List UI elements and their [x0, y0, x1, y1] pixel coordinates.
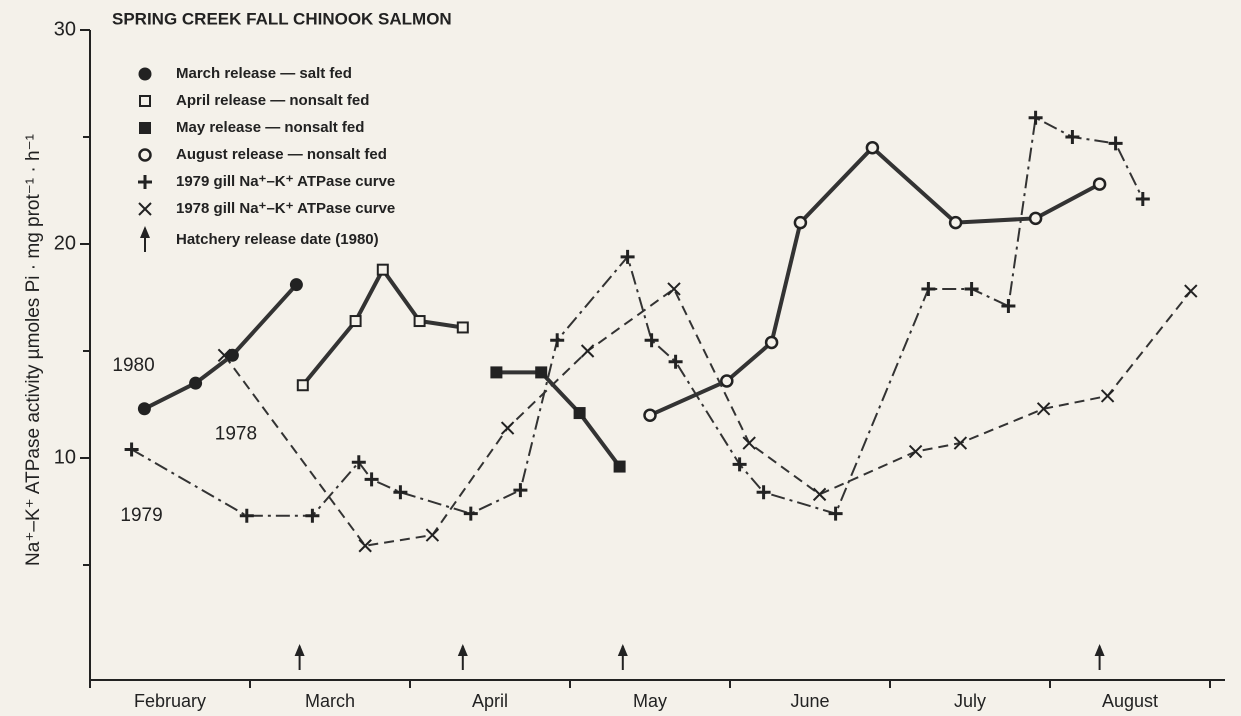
y-tick-label: 30	[54, 18, 76, 40]
series-line	[649, 144, 1101, 418]
series-line	[143, 283, 298, 411]
data-point	[413, 315, 426, 328]
data-point	[921, 281, 936, 296]
data-point	[513, 483, 528, 498]
data-point	[1028, 110, 1043, 125]
data-point	[668, 354, 683, 369]
data-point	[137, 402, 151, 416]
data-point	[908, 444, 923, 459]
data-point	[351, 455, 366, 470]
legend-marker	[138, 148, 152, 162]
data-point	[732, 457, 747, 472]
data-point	[490, 366, 503, 379]
data-point	[1001, 299, 1016, 314]
curve-label: 1979	[120, 505, 162, 526]
data-point	[964, 281, 979, 296]
y-axis-label: Na⁺–K⁺ ATPase activity µmoles Pi · mg pr…	[23, 134, 44, 566]
data-point	[1135, 192, 1150, 207]
data-point	[720, 374, 734, 388]
data-point	[1184, 284, 1198, 298]
data-point	[225, 348, 239, 362]
legend-marker	[138, 67, 152, 81]
data-point	[425, 528, 440, 542]
data-point	[1108, 136, 1123, 151]
x-tick-label: August	[1102, 691, 1158, 711]
data-point	[1036, 402, 1051, 416]
data-point	[376, 263, 389, 276]
data-point	[756, 485, 771, 500]
x-tick-label: February	[134, 691, 206, 711]
legend-marker	[138, 202, 152, 216]
x-tick-label: July	[954, 691, 986, 711]
data-point	[953, 436, 968, 450]
data-point	[667, 282, 681, 296]
data-point	[573, 407, 586, 420]
data-point	[463, 506, 478, 521]
data-point	[364, 472, 379, 487]
data-point	[550, 333, 565, 348]
legend-marker	[139, 95, 151, 107]
data-point	[456, 321, 469, 334]
data-point	[358, 539, 372, 553]
data-point	[613, 460, 626, 473]
data-point	[393, 485, 408, 500]
legend-marker	[138, 175, 152, 189]
x-tick-label: April	[472, 691, 508, 711]
legend-label: 1979 gill Na⁺–K⁺ ATPase curve	[176, 173, 395, 190]
data-point	[644, 333, 659, 348]
legend-label: March release — salt fed	[176, 65, 352, 82]
data-point	[124, 442, 139, 457]
data-point	[793, 215, 808, 230]
legend-marker	[139, 122, 151, 134]
release-arrow-head	[1094, 644, 1105, 656]
legend-label: Hatchery release date (1980)	[176, 231, 379, 248]
series-line	[131, 116, 1144, 517]
data-point	[189, 376, 203, 390]
data-point	[305, 508, 320, 523]
y-tick-label: 20	[54, 232, 76, 254]
legend-label: August release — nonsalt fed	[176, 146, 387, 163]
legend-label: May release — nonsalt fed	[176, 119, 364, 136]
data-point	[620, 249, 635, 264]
series-line	[496, 370, 622, 468]
curve-label: 1978	[215, 423, 257, 444]
data-point	[948, 215, 963, 230]
release-arrow-head	[457, 644, 468, 656]
data-point	[812, 487, 827, 502]
chart-title: SPRING CREEK FALL CHINOOK SALMON	[112, 9, 452, 28]
legend-label: 1978 gill Na⁺–K⁺ ATPase curve	[176, 200, 395, 217]
x-tick-label: March	[305, 691, 355, 711]
release-arrow-head	[140, 226, 150, 238]
y-tick-label: 10	[54, 446, 76, 468]
data-point	[239, 508, 254, 523]
data-point	[643, 408, 657, 422]
data-point	[217, 348, 232, 362]
data-point	[1092, 177, 1107, 191]
data-point	[742, 436, 756, 450]
data-point	[865, 140, 880, 155]
x-tick-label: June	[790, 691, 829, 711]
legend-label: April release — nonsalt fed	[176, 92, 369, 109]
data-point	[1065, 130, 1080, 144]
release-arrow-head	[617, 644, 628, 656]
curve-label: 1980	[112, 355, 154, 376]
data-point	[349, 315, 362, 328]
release-arrow-head	[294, 644, 305, 656]
data-point	[500, 421, 515, 435]
data-point	[1028, 211, 1043, 226]
x-tick-label: May	[633, 691, 667, 711]
data-point	[289, 278, 303, 292]
data-point	[580, 344, 595, 358]
data-point	[828, 506, 843, 521]
data-point	[764, 335, 779, 350]
data-point	[535, 366, 548, 379]
data-point	[1100, 389, 1115, 403]
data-point	[296, 379, 309, 392]
